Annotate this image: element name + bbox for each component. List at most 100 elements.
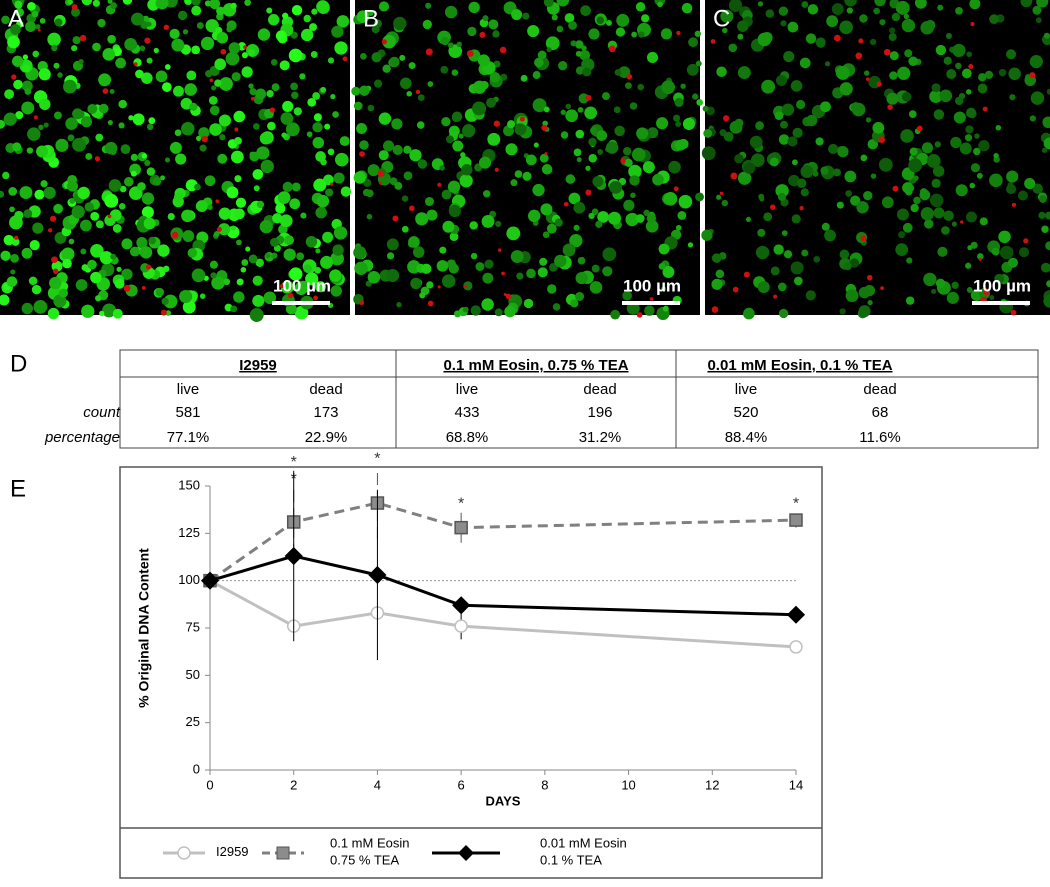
live-cell [966,51,972,58]
live-cell [241,259,249,266]
live-cell [410,277,422,290]
legend-item: 0.01 mM Eosin 0.1 % TEA [432,836,627,868]
live-cell [874,0,886,7]
point [786,605,806,624]
live-cell [47,32,61,47]
dead-cell [892,185,899,192]
live-cell [204,0,212,7]
live-cell [511,9,523,21]
live-cell [58,288,69,298]
live-cell [181,121,195,136]
live-cell [191,0,201,6]
dead-cell [79,34,87,42]
live-cell [315,248,321,254]
live-cell [305,235,318,248]
live-cell [1043,294,1050,308]
live-cell [184,0,193,6]
live-cell [472,101,487,116]
live-cell [575,40,584,49]
live-cell [416,121,425,129]
live-cell [783,50,795,63]
dead-cell [876,81,882,87]
live-cell [642,161,655,174]
dead-cell [878,136,885,144]
live-cell [974,133,980,139]
live-cell [36,145,49,158]
live-cell [124,37,137,51]
dead-cell [14,235,19,240]
live-cell [1040,262,1050,273]
live-cell [204,175,216,187]
live-cell [783,250,793,259]
live-cell [53,203,63,214]
live-cell [680,83,686,89]
live-cell [0,119,6,129]
live-cell [570,40,577,47]
dead-cell [250,96,255,101]
live-cell [442,220,455,233]
x-axis-label: DAYS [486,793,521,808]
live-cell [487,132,501,146]
dead-cell [71,4,78,11]
live-cell [313,113,322,122]
live-cell [161,297,169,305]
live-cell [110,253,117,260]
live-cell [441,116,451,127]
live-cell [923,272,937,287]
dead-cell [52,268,59,274]
live-cell [139,45,146,52]
live-cell [195,200,208,213]
live-cell [951,281,959,289]
live-cell [118,99,127,109]
live-cell [675,121,682,128]
live-cell [54,18,63,27]
live-cell [182,230,195,242]
live-cell [560,131,569,139]
live-cell [249,88,257,96]
live-cell [97,18,106,28]
live-cell [836,201,844,209]
live-cell [174,129,182,137]
live-cell [856,201,869,214]
live-cell [805,290,816,301]
live-cell [1006,170,1019,183]
live-cell [21,247,33,259]
live-cell [373,19,382,28]
point [454,619,468,633]
live-cell [198,127,210,139]
live-cell [85,152,93,160]
live-cell [108,179,122,192]
live-cell [781,103,795,116]
x-tick-label: 14 [789,777,803,792]
live-cell [1029,55,1043,69]
live-cell [275,30,287,42]
live-cell [132,113,145,126]
live-cell [382,34,396,49]
live-cell [522,12,530,20]
live-cell [367,164,380,177]
live-cell [602,247,617,262]
dead-cell [463,284,468,289]
live-cell [90,211,100,221]
live-cell [448,204,461,218]
live-cell [777,192,786,201]
live-cell [545,36,560,51]
live-cell [1024,178,1036,190]
dead-cell [107,214,112,219]
live-cell [522,171,532,181]
live-cell [959,142,972,155]
live-cell [989,14,999,25]
live-cell [330,285,342,297]
live-cell [392,144,403,156]
live-cell [436,260,449,272]
live-cell [973,147,981,156]
live-cell [291,91,299,99]
live-cell [161,82,172,92]
sub-header: dead [583,381,616,398]
live-cell [532,71,541,80]
live-cell [580,5,591,17]
live-cell [270,237,280,247]
live-cell [965,125,974,134]
live-cell [721,199,729,207]
